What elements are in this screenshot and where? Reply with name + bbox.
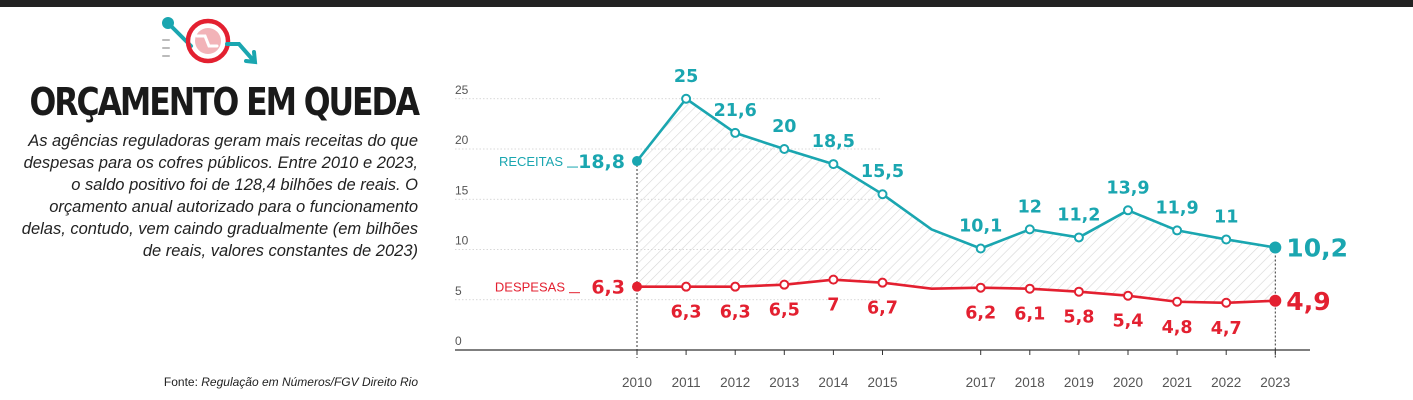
data-point xyxy=(828,274,839,285)
data-point xyxy=(730,281,741,292)
data-point xyxy=(779,279,790,290)
first-value-label: 6,3 xyxy=(591,277,625,299)
data-point xyxy=(975,282,986,293)
y-tick-label: 20 xyxy=(455,133,469,147)
first-value-label: 18,8 xyxy=(578,151,625,173)
data-point xyxy=(632,156,642,167)
y-tick-label: 5 xyxy=(455,284,462,298)
series-name-label: RECEITAS xyxy=(499,154,563,169)
value-label: 5,8 xyxy=(1063,308,1094,328)
top-rule xyxy=(0,0,1413,7)
data-point xyxy=(877,189,888,200)
x-tick-label: 2011 xyxy=(672,375,701,390)
x-tick-label: 2012 xyxy=(720,375,750,390)
data-point xyxy=(1024,283,1035,294)
value-label: 6,3 xyxy=(720,303,751,323)
data-point xyxy=(1123,290,1133,301)
x-tick-label: 2019 xyxy=(1064,375,1094,390)
data-point xyxy=(1269,241,1282,254)
data-point xyxy=(975,243,986,254)
data-point xyxy=(632,281,642,292)
data-point xyxy=(730,127,741,138)
value-label: 11 xyxy=(1214,207,1238,227)
x-tick-label: 2020 xyxy=(1113,375,1143,390)
value-label: 6,7 xyxy=(867,299,898,319)
value-label: 6,2 xyxy=(965,304,996,324)
value-label: 12 xyxy=(1018,197,1042,217)
value-label: 4,8 xyxy=(1162,318,1193,338)
y-tick-label: 10 xyxy=(455,234,469,248)
source-name: Regulação em Números/FGV Direito Rio xyxy=(201,375,418,389)
x-tick-label: 2014 xyxy=(818,375,849,390)
data-point xyxy=(1123,205,1133,216)
data-point xyxy=(1172,296,1183,307)
value-label: 15,5 xyxy=(861,162,904,182)
data-point xyxy=(1024,224,1035,235)
chart-subtitle: As agências reguladoras geram mais recei… xyxy=(21,132,418,260)
y-tick-label: 15 xyxy=(455,183,469,197)
series-name-label: DESPESAS xyxy=(495,280,565,295)
value-label: 10,1 xyxy=(959,216,1002,236)
value-label: 21,6 xyxy=(714,101,757,121)
x-tick-label: 2013 xyxy=(769,375,799,390)
data-point xyxy=(779,144,790,154)
source-note: Fonte: Regulação em Números/FGV Direito … xyxy=(164,375,418,389)
source-prefix: Fonte: xyxy=(163,375,202,389)
data-point xyxy=(877,277,888,288)
value-label: 6,1 xyxy=(1014,305,1045,325)
x-tick-label: 2017 xyxy=(966,375,996,390)
value-label: 25 xyxy=(674,67,698,87)
data-point xyxy=(1172,225,1183,236)
end-value-label: 4,9 xyxy=(1286,287,1330,316)
value-label: 11,9 xyxy=(1156,198,1199,218)
x-tick-label: 2018 xyxy=(1015,375,1045,390)
falling-trend-icon xyxy=(162,17,258,65)
data-point xyxy=(1073,286,1084,297)
value-label: 6,3 xyxy=(671,303,702,323)
end-value-label: 10,2 xyxy=(1286,233,1348,262)
series-line-despesas xyxy=(637,278,1276,305)
area-between-series xyxy=(637,98,1276,303)
value-label: 5,4 xyxy=(1112,312,1143,332)
x-tick-label: 2021 xyxy=(1162,375,1192,390)
data-point xyxy=(1269,294,1282,307)
x-tick-label: 2022 xyxy=(1211,375,1241,390)
y-tick-label: 0 xyxy=(455,334,462,348)
value-label: 4,7 xyxy=(1211,319,1242,339)
x-tick-label: 2015 xyxy=(867,375,897,390)
value-label: 13,9 xyxy=(1106,178,1149,198)
data-point xyxy=(681,281,692,292)
x-tick-label: 2010 xyxy=(622,375,652,390)
page-title: ORÇAMENTO EM QUEDA xyxy=(29,80,420,124)
data-point xyxy=(1073,232,1084,243)
value-label: 11,2 xyxy=(1057,205,1100,225)
value-label: 18,5 xyxy=(812,132,855,152)
y-tick-label: 25 xyxy=(455,83,469,97)
value-label: 7 xyxy=(827,296,839,316)
value-label: 20 xyxy=(772,117,796,137)
value-label: 6,5 xyxy=(769,301,800,321)
data-point xyxy=(681,93,692,104)
data-point xyxy=(1221,297,1232,308)
data-point xyxy=(1221,234,1232,245)
series-line-receitas xyxy=(635,97,1276,250)
data-point xyxy=(828,159,839,170)
x-tick-label: 2023 xyxy=(1260,375,1290,390)
